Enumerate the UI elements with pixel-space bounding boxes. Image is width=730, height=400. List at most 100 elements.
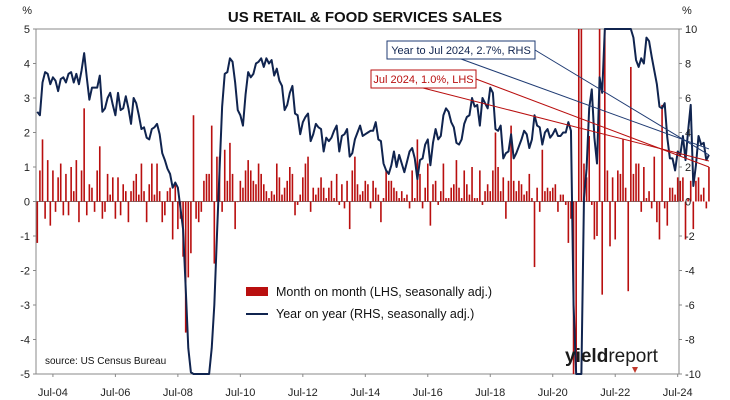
x-tick-label: Jul-08 (163, 387, 193, 399)
mom-bar (455, 160, 458, 202)
mom-bar (640, 201, 643, 212)
mom-bar (395, 191, 398, 202)
x-tick-label: Jul-10 (225, 387, 255, 399)
mom-bar (434, 180, 437, 202)
right-tick-label: -10 (685, 369, 701, 381)
mom-bar (518, 180, 520, 202)
mom-bar (622, 139, 624, 202)
mom-bar (393, 187, 395, 202)
mom-bar (119, 201, 122, 216)
mom-bar (98, 146, 101, 202)
mom-bar (338, 201, 341, 205)
right-tick-label: -2 (685, 231, 695, 243)
mom-bar (601, 201, 604, 295)
right-tick-label: -8 (685, 335, 695, 347)
mom-bar (88, 184, 91, 202)
mom-bar (486, 184, 489, 202)
mom-bar (702, 187, 705, 202)
mom-bar (497, 167, 499, 202)
mom-bar (62, 201, 65, 216)
mom-bar (164, 201, 166, 216)
mom-bar (374, 187, 377, 202)
mom-bar (632, 173, 635, 202)
mom-bar (372, 180, 374, 202)
mom-bar (309, 201, 312, 212)
left-tick-label: -1 (20, 231, 30, 243)
mom-bar (72, 191, 75, 202)
mom-bar (424, 187, 426, 202)
mom-bar (49, 201, 52, 226)
x-tick-label: Jul-06 (100, 387, 130, 399)
mom-bar (187, 201, 190, 278)
mom-bar (307, 156, 309, 202)
mom-bar (658, 201, 661, 240)
mom-bar (41, 139, 44, 202)
mom-bar (273, 194, 275, 202)
mom-bar (281, 194, 283, 202)
mom-bar (296, 201, 299, 205)
right-tick-label: 10 (685, 24, 697, 36)
mom-bar (604, 29, 606, 202)
mom-bar (570, 201, 572, 219)
mom-bar (447, 198, 450, 202)
mom-bar (325, 198, 328, 202)
yoy-annotation-leader (460, 58, 710, 150)
mom-bar (533, 201, 536, 268)
mom-bar (210, 125, 213, 202)
mom-bar (538, 201, 541, 212)
mom-bar (476, 198, 479, 202)
mom-bar (687, 198, 689, 202)
line-series (36, 28, 710, 375)
mom-bar (236, 201, 239, 203)
mom-bar (262, 184, 265, 202)
mom-bar (161, 201, 164, 223)
mom-bar (153, 194, 156, 202)
mom-bar (471, 167, 473, 202)
mom-bar (93, 201, 96, 212)
mom-bar (127, 201, 130, 223)
left-tick-label: -4 (20, 335, 30, 347)
mom-bar (695, 180, 697, 202)
mom-bar (700, 194, 702, 202)
mom-bar (663, 201, 666, 209)
mom-bar (169, 187, 171, 202)
mom-bar (385, 170, 387, 202)
logo-part-yield: yield (565, 346, 608, 367)
mom-bar (406, 194, 408, 202)
mom-bar (380, 201, 382, 223)
x-tick-label: Jul-14 (350, 387, 380, 399)
mom-bar (59, 163, 62, 202)
mom-bar (536, 187, 538, 202)
mom-bar (132, 180, 135, 202)
mom-bar (369, 201, 372, 209)
mom-bar (122, 184, 125, 202)
mom-bar (650, 201, 653, 209)
mom-bar (679, 180, 682, 202)
mom-bar (637, 163, 640, 202)
mom-bar (575, 201, 577, 374)
mom-bar (249, 170, 252, 202)
mom-bar (333, 198, 335, 202)
mom-bar (242, 187, 244, 202)
mom-bar (544, 191, 546, 202)
mom-bar (481, 201, 484, 205)
mom-bar (598, 29, 601, 202)
mom-bar (346, 180, 348, 202)
right-tick-label: -4 (685, 266, 695, 278)
mom-bar (364, 180, 367, 202)
mom-bar (341, 184, 343, 202)
mom-bar (278, 177, 281, 202)
mom-bar (390, 180, 393, 202)
mom-bar (257, 163, 260, 202)
mom-bar (674, 194, 676, 202)
right-tick-label: -6 (685, 300, 695, 312)
legend-line-label: Year on year (RHS, seasonally adj.) (276, 307, 474, 321)
mom-bar (291, 173, 294, 202)
logo-triangle-icon (632, 367, 638, 373)
mom-bar (335, 173, 338, 202)
mom-bar (635, 163, 637, 202)
mom-bar (624, 187, 627, 202)
mom-bar (656, 201, 658, 223)
mom-bar (65, 173, 67, 202)
mom-bar (450, 187, 453, 202)
